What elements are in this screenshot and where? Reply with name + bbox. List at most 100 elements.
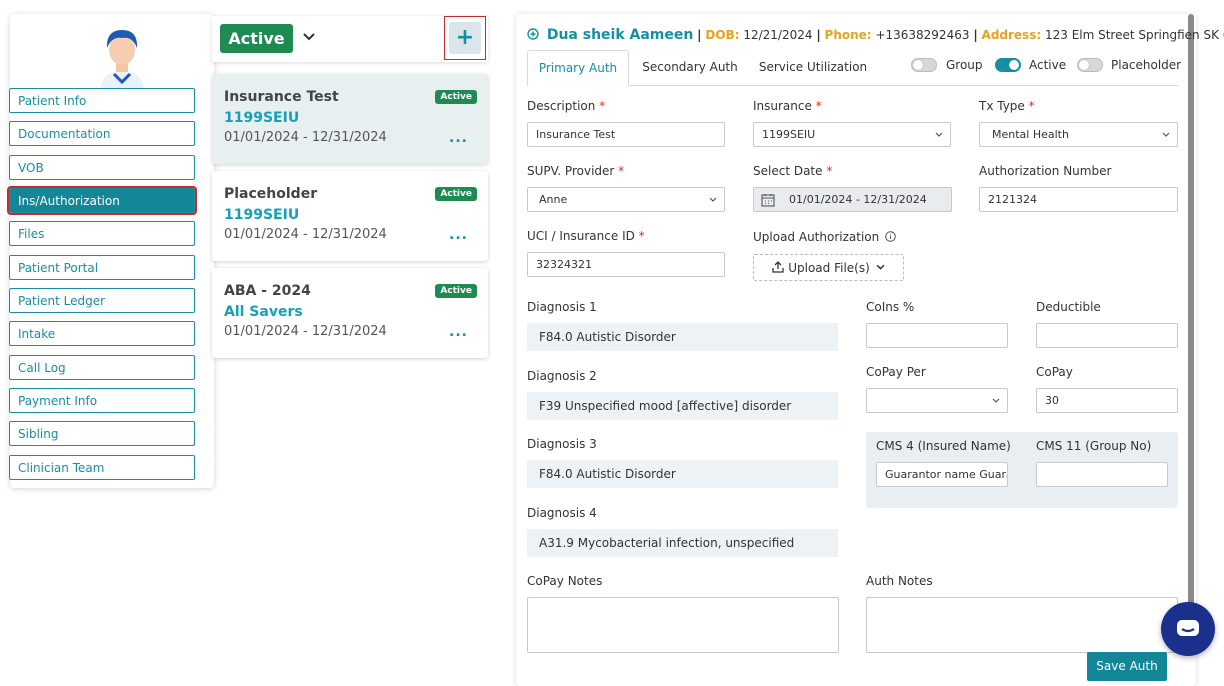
supv-provider-label: SUPV. Provider * <box>527 164 625 178</box>
supv-provider-select-value: Anne <box>539 193 568 206</box>
tab-primary-auth[interactable]: Primary Auth <box>527 50 629 86</box>
date-range-value: 01/01/2024 - 12/31/2024 <box>789 193 927 206</box>
address-value: 123 Elm Street Springfien SK 62701 <box>1044 28 1224 42</box>
chevron-down-icon <box>709 197 717 202</box>
auth-list-header: Active + <box>212 16 488 62</box>
placeholder-toggle-label: Placeholder <box>1111 58 1182 72</box>
placeholder-toggle[interactable] <box>1077 58 1103 72</box>
diagnosis-2-value[interactable]: F39 Unspecified mood [affective] disorde… <box>527 392 838 420</box>
cms4-field[interactable]: Guarantor name Guarantor <box>876 462 1008 487</box>
tab-secondary-auth[interactable]: Secondary Auth <box>642 60 738 74</box>
active-toggle-label: Active <box>1029 58 1067 72</box>
sidebar-item-label: Patient Ledger <box>18 294 106 308</box>
copay-field[interactable]: 30 <box>1036 388 1178 413</box>
more-options-icon[interactable]: ... <box>449 227 468 243</box>
select-date-label: Select Date * <box>753 164 833 178</box>
sidebar-item-ins-authorization[interactable]: Ins/Authorization <box>7 186 197 215</box>
copay-per-label: CoPay Per <box>866 365 926 379</box>
toggle-knob <box>913 60 923 70</box>
diagnosis-2-label: Diagnosis 2 <box>527 369 597 383</box>
chevron-down-icon[interactable] <box>302 30 316 44</box>
address-label: Address: <box>981 28 1042 42</box>
upload-files-button[interactable]: Upload File(s) <box>753 254 904 281</box>
auth-card-payer: 1199SEIU <box>224 207 300 223</box>
sidebar-item-vob[interactable]: VOB <box>9 155 195 180</box>
add-auth-highlight: + <box>444 16 486 60</box>
auth-card-dates: 01/01/2024 - 12/31/2024 <box>224 130 387 145</box>
auth-card-dates: 01/01/2024 - 12/31/2024 <box>224 227 387 242</box>
tx-type-select[interactable]: Mental Health <box>979 122 1178 147</box>
auth-card-title: ABA - 2024 <box>224 283 311 299</box>
sidebar-item-intake[interactable]: Intake <box>9 321 195 346</box>
coins-field[interactable] <box>866 323 1008 348</box>
sidebar-item-label: Documentation <box>18 127 111 141</box>
header-separator: | <box>816 28 821 42</box>
chat-launcher-button[interactable] <box>1161 602 1215 656</box>
chat-icon <box>1177 620 1199 636</box>
toggle-knob <box>1009 60 1019 70</box>
collapse-icon[interactable] <box>527 28 539 40</box>
sidebar-item-patient-portal[interactable]: Patient Portal <box>9 255 195 280</box>
auth-card-payer: All Savers <box>224 304 303 320</box>
save-auth-button[interactable]: Save Auth <box>1087 652 1167 681</box>
diagnosis-4-value[interactable]: A31.9 Mycobacterial infection, unspecifi… <box>527 529 838 557</box>
diagnosis-1-value[interactable]: F84.0 Autistic Disorder <box>527 323 838 351</box>
cms11-field[interactable] <box>1036 462 1168 487</box>
header-separator: | <box>697 28 702 42</box>
upload-icon <box>772 261 785 273</box>
auth-card[interactable]: ABA - 2024 All Savers 01/01/2024 - 12/31… <box>212 268 488 358</box>
auth-notes-textarea[interactable] <box>866 597 1178 653</box>
description-field[interactable]: Insurance Test <box>527 122 725 147</box>
phone-label: Phone: <box>824 28 872 42</box>
sidebar-item-label: Call Log <box>18 361 66 375</box>
patient-avatar <box>100 30 144 90</box>
tab-service-utilization[interactable]: Service Utilization <box>758 60 868 74</box>
sidebar-item-call-log[interactable]: Call Log <box>9 355 195 380</box>
sidebar-item-files[interactable]: Files <box>9 221 195 246</box>
sidebar-item-clinician-team[interactable]: Clinician Team <box>9 455 195 480</box>
sidebar-item-label: Patient Info <box>18 94 87 108</box>
description-label: Description * <box>527 99 606 113</box>
diagnosis-3-value[interactable]: F84.0 Autistic Disorder <box>527 460 838 488</box>
info-icon[interactable] <box>885 231 896 242</box>
sidebar-item-patient-ledger[interactable]: Patient Ledger <box>9 288 195 313</box>
auth-tabs: Primary Auth Secondary Auth Service Util… <box>527 50 1178 86</box>
copay-per-select[interactable] <box>866 388 1008 413</box>
sidebar-item-documentation[interactable]: Documentation <box>9 121 195 146</box>
coins-label: CoIns % <box>866 300 915 314</box>
auth-card-title: Insurance Test <box>224 89 339 105</box>
status-filter-button[interactable]: Active <box>220 24 293 53</box>
auth-card[interactable]: Placeholder 1199SEIU 01/01/2024 - 12/31/… <box>212 171 488 261</box>
cms4-label: CMS 4 (Insured Name) <box>876 439 1011 453</box>
insurance-select[interactable]: 1199SEIU <box>753 122 951 147</box>
active-toggle[interactable] <box>995 58 1021 72</box>
group-toggle[interactable] <box>911 58 937 72</box>
diagnosis-3-label: Diagnosis 3 <box>527 437 597 451</box>
supv-provider-select[interactable]: Anne <box>527 187 725 212</box>
auth-number-field[interactable]: 2121324 <box>979 187 1178 212</box>
chevron-down-icon <box>992 398 1000 403</box>
group-toggle-label: Group <box>946 58 983 72</box>
copay-notes-label: CoPay Notes <box>527 574 603 588</box>
date-range-field[interactable]: 01/01/2024 - 12/31/2024 <box>753 187 952 212</box>
sidebar-item-sibling[interactable]: Sibling <box>9 421 195 446</box>
auth-card[interactable]: Insurance Test 1199SEIU 01/01/2024 - 12/… <box>212 74 488 164</box>
deductible-label: Deductible <box>1036 300 1101 314</box>
more-options-icon[interactable]: ... <box>449 324 468 340</box>
sidebar-item-label: Sibling <box>18 427 59 441</box>
calendar-icon <box>761 194 775 207</box>
sidebar-item-patient-info[interactable]: Patient Info <box>9 88 195 113</box>
add-auth-button[interactable]: + <box>449 22 481 54</box>
deductible-field[interactable] <box>1036 323 1178 348</box>
uci-field[interactable]: 32324321 <box>527 252 725 277</box>
sidebar-item-payment-info[interactable]: Payment Info <box>9 388 195 413</box>
sidebar-item-label: Payment Info <box>18 394 98 408</box>
panel-scrollbar[interactable] <box>1188 14 1194 614</box>
dob-value: 12/21/2024 <box>743 28 813 42</box>
copay-notes-textarea[interactable] <box>527 597 839 653</box>
sidebar-item-label: Ins/Authorization <box>18 194 120 208</box>
more-options-icon[interactable]: ... <box>449 130 468 146</box>
header-separator: | <box>973 28 978 42</box>
chevron-down-icon <box>876 264 885 270</box>
uci-label: UCI / Insurance ID * <box>527 229 645 243</box>
